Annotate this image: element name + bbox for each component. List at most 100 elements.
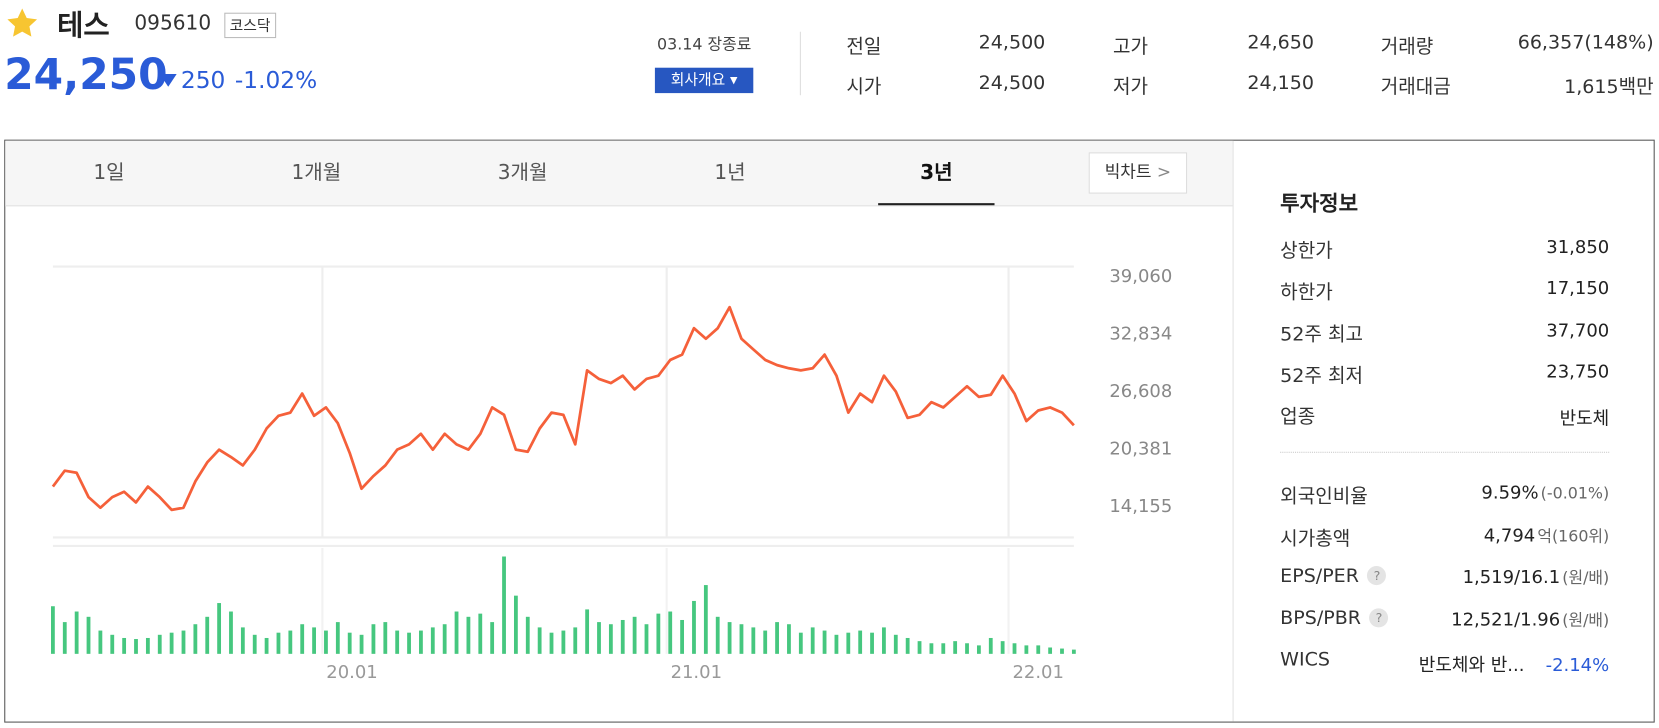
value-text: 9.59% (1481, 482, 1539, 504)
volume-bar (335, 622, 340, 654)
volume-bar (324, 630, 328, 654)
volume-bar (1036, 645, 1041, 654)
volume-bar (929, 643, 934, 654)
info-label: 상한가 (1280, 240, 1333, 263)
volume-bar (442, 624, 447, 654)
volume-bar (810, 627, 815, 654)
tab-strip (5, 140, 1233, 207)
value-text: 반도체와 반... (1418, 654, 1525, 677)
volume-bar (240, 627, 245, 654)
volume-bar (359, 634, 364, 654)
volume-bar (917, 641, 922, 654)
volume-bar (181, 630, 186, 654)
volume-bar (264, 637, 269, 654)
volume-bar (668, 611, 673, 654)
volume-bar (288, 630, 293, 654)
quote-value: 66,357(148%) (1517, 31, 1654, 54)
volume-bar (573, 627, 578, 654)
info-label: BPS/PBR? (1280, 607, 1389, 629)
tab[interactable]: 1개월 (291, 160, 342, 185)
help-icon: ? (1369, 607, 1389, 627)
volume-bar (205, 616, 210, 654)
volume-bar (134, 639, 138, 654)
info-label: WICS (1280, 649, 1330, 671)
volume-bar (1060, 648, 1064, 654)
volume-bar (561, 630, 566, 654)
volume-bar (513, 595, 518, 654)
stock-code: 095610 (134, 11, 212, 35)
quote-label: 거래량 (1380, 35, 1434, 59)
quote-label: 저가 (1113, 76, 1149, 99)
favorite-star[interactable] (4, 6, 40, 40)
info-label: 52주 최저 (1280, 364, 1364, 388)
market-status: 03.14 장종료 (657, 34, 752, 54)
change-rate: -1.02% (234, 67, 318, 95)
info-value: 9.59% (-0.01%) (1375, 482, 1609, 503)
label-text: 시가총액 (1280, 527, 1351, 550)
info-value: 4,794 억(160위) (1375, 524, 1609, 546)
tab[interactable]: 1년 (714, 160, 746, 185)
volume-bar (798, 632, 803, 654)
quote-label: 전일 (846, 35, 882, 59)
volume-bar (98, 630, 103, 654)
quote-value: 24,500 (978, 71, 1046, 95)
volume-bar (870, 632, 874, 654)
volume-bar (407, 632, 411, 654)
volume-bar (395, 630, 400, 654)
tab[interactable]: 3년 (920, 160, 953, 185)
separator (1280, 451, 1610, 453)
volume-bar (893, 634, 898, 654)
volume-bar (905, 637, 910, 654)
volume-bar (632, 616, 637, 654)
volume-bar (466, 616, 471, 654)
volume-bar (430, 627, 435, 654)
info-value: 12,521/1.96 (원/배) (1375, 608, 1609, 630)
quote-value: 24,150 (1247, 71, 1315, 95)
y-tick-label: 32,834 (1109, 323, 1172, 344)
info-value: 31,850 (1546, 236, 1610, 259)
volume-bar (775, 622, 779, 654)
volume-bar (739, 624, 744, 654)
info-value: 17,150 (1546, 278, 1610, 300)
volume-bar (217, 603, 222, 654)
volume-bar (597, 622, 601, 654)
volume-bar (525, 616, 530, 654)
tab[interactable]: 1일 (93, 160, 125, 185)
volume-bar (834, 634, 839, 654)
value-note: 억(160위) (1537, 526, 1610, 546)
help-icon: ? (1367, 566, 1387, 586)
volume-bar (965, 643, 969, 654)
volume-bar (608, 624, 613, 654)
quote-value: 24,500 (978, 31, 1046, 54)
volume-bar (882, 627, 886, 654)
volume-bar (537, 627, 542, 654)
volume-bar (419, 630, 423, 654)
value-note: (원/배) (1562, 568, 1610, 588)
volume-bar (122, 637, 127, 654)
volume-bar (169, 632, 174, 654)
down-arrow (159, 74, 177, 87)
tab[interactable]: 3개월 (497, 160, 548, 185)
x-tick-label: 20.01 (326, 662, 377, 683)
panel-title: 투자정보 (1280, 190, 1359, 216)
stock-name: 테스 (57, 9, 110, 43)
info-value: 1,519/16.1 (원/배) (1375, 566, 1610, 588)
button-label: 빅차트 (1104, 161, 1152, 182)
volume-bar (644, 624, 649, 654)
volume-bar (490, 622, 495, 654)
divider (799, 31, 801, 96)
company-info-button[interactable]: 회사개요 ▾ (654, 67, 754, 94)
volume-bar (229, 611, 233, 654)
info-value: 반도체 (1559, 408, 1610, 430)
label-text: WICS (1280, 648, 1331, 671)
market-badge: 코스닥 (224, 12, 276, 39)
quote-value: 1,615백만 (1564, 76, 1654, 99)
big-chart-button[interactable]: 빅차트 > (1088, 152, 1188, 194)
volume-bar (656, 613, 661, 654)
volume-bar (585, 609, 590, 654)
volume-bar (74, 611, 79, 654)
volume-bar (193, 624, 198, 654)
volume-bar (846, 632, 851, 654)
volume-bar (371, 624, 376, 654)
volume-bar (157, 634, 162, 654)
